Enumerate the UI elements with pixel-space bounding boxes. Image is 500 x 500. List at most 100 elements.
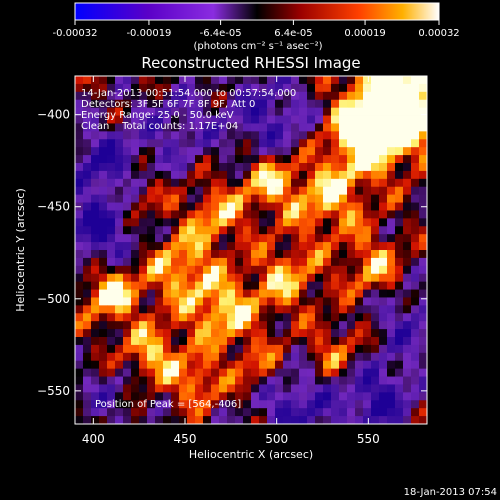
heatmap-cell <box>235 408 244 417</box>
heatmap-cell <box>251 368 260 377</box>
heatmap-cell <box>363 76 372 85</box>
heatmap-cell <box>355 123 364 132</box>
heatmap-cell <box>107 305 116 314</box>
heatmap-cell <box>203 218 212 227</box>
heatmap-cell <box>291 273 300 283</box>
heatmap-cell <box>211 107 220 116</box>
heatmap-cell <box>187 163 196 172</box>
heatmap-cell <box>187 139 196 148</box>
heatmap-cell <box>291 107 300 116</box>
heatmap-cell <box>171 139 180 148</box>
heatmap-cell <box>139 170 148 180</box>
heatmap-cell <box>123 155 132 164</box>
heatmap-cell <box>219 257 228 267</box>
heatmap-cell <box>115 83 124 93</box>
heatmap-cell <box>251 344 260 354</box>
heatmap-cell <box>99 408 108 417</box>
heatmap-cell <box>331 329 340 338</box>
heatmap-cell <box>363 352 372 362</box>
heatmap-cell <box>267 139 276 148</box>
heatmap-cell <box>371 273 380 283</box>
heatmap-cell <box>411 186 420 196</box>
heatmap-cell <box>243 360 252 370</box>
heatmap-cell <box>123 289 132 298</box>
heatmap-cell <box>339 321 348 330</box>
heatmap-cell <box>187 178 196 188</box>
heatmap-cell <box>251 99 260 109</box>
heatmap-cell <box>283 107 292 116</box>
heatmap-cell <box>411 202 420 211</box>
heatmap-cell <box>123 297 132 306</box>
heatmap-cell <box>275 360 284 370</box>
heatmap-cell <box>387 352 396 362</box>
heatmap-cell <box>99 234 108 243</box>
heatmap-cell <box>123 226 132 235</box>
heatmap-cell <box>235 344 244 354</box>
heatmap-cell <box>387 178 396 188</box>
heatmap-cell <box>299 400 308 409</box>
heatmap-cell <box>283 91 292 101</box>
heatmap-cell <box>363 186 372 196</box>
heatmap-cell <box>123 384 132 393</box>
heatmap-cell <box>291 226 300 235</box>
heatmap-cell <box>163 281 172 290</box>
heatmap-cell <box>267 155 276 164</box>
heatmap-cell <box>211 242 220 251</box>
heatmap-cell <box>339 257 348 267</box>
heatmap-cell <box>403 194 412 203</box>
heatmap-cell <box>203 163 212 172</box>
heatmap-cell <box>115 416 124 424</box>
heatmap-cell <box>371 281 380 290</box>
heatmap-cell <box>75 194 84 203</box>
heatmap-cell <box>259 139 268 148</box>
heatmap-cell <box>259 360 268 370</box>
heatmap-cell <box>387 297 396 306</box>
heatmap-cell <box>275 344 284 354</box>
heatmap-cell <box>163 329 172 338</box>
heatmap-cell <box>299 147 308 156</box>
heatmap-cell <box>163 257 172 267</box>
heatmap-cell <box>227 344 236 354</box>
heatmap-cell <box>275 384 284 393</box>
heatmap-cell <box>331 178 340 188</box>
heatmap-cell <box>131 83 140 93</box>
heatmap-cell <box>331 115 340 124</box>
heatmap-cell <box>139 155 148 164</box>
heatmap-cell <box>187 155 196 164</box>
heatmap-cell <box>379 289 388 298</box>
heatmap-cell <box>315 226 324 235</box>
heatmap-cell <box>267 313 276 322</box>
heatmap-cell <box>211 281 220 290</box>
heatmap-cell <box>219 352 228 362</box>
heatmap-cell <box>419 416 427 424</box>
heatmap-cell <box>211 83 220 93</box>
heatmap-cell <box>283 368 292 377</box>
heatmap-cell <box>355 416 364 424</box>
heatmap-cell <box>347 265 356 275</box>
heatmap-cell <box>163 273 172 283</box>
heatmap-cell <box>163 91 172 101</box>
heatmap-cell <box>411 170 420 180</box>
heatmap-cell <box>139 194 148 203</box>
heatmap-cell <box>123 99 132 109</box>
heatmap-cell <box>211 139 220 148</box>
heatmap-cell <box>251 186 260 196</box>
heatmap-cell <box>227 242 236 251</box>
heatmap-cell <box>187 265 196 275</box>
heatmap-cell <box>331 289 340 298</box>
heatmap-cell <box>83 250 92 259</box>
heatmap-cell <box>147 242 156 251</box>
heatmap-cell <box>251 257 260 267</box>
heatmap-cell <box>227 226 236 235</box>
heatmap-cell <box>339 337 348 346</box>
heatmap-cell <box>107 139 116 148</box>
heatmap-cell <box>259 83 268 93</box>
heatmap-cell <box>99 250 108 259</box>
heatmap-cell <box>99 115 108 124</box>
heatmap-cell <box>347 289 356 298</box>
heatmap-cell <box>187 360 196 370</box>
heatmap-cell <box>219 186 228 196</box>
heatmap-cell <box>403 344 412 354</box>
heatmap-cell <box>403 368 412 377</box>
heatmap-cell <box>379 76 388 85</box>
